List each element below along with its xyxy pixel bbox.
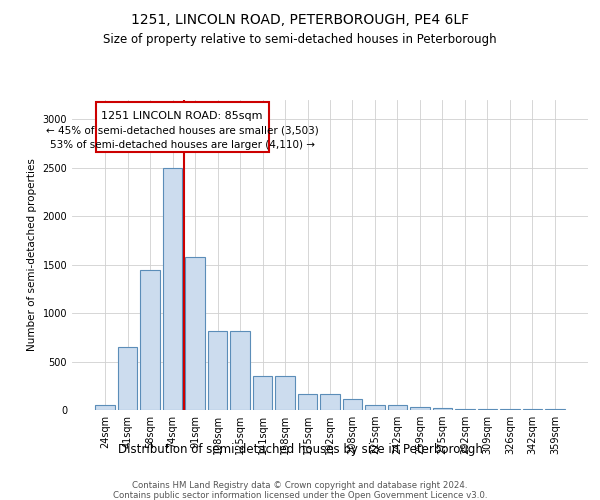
Bar	[433, 408, 452, 410]
Bar	[343, 400, 362, 410]
Bar	[500, 409, 520, 410]
Bar	[545, 409, 565, 410]
Bar	[140, 270, 160, 410]
Text: ← 45% of semi-detached houses are smaller (3,503): ← 45% of semi-detached houses are smalle…	[46, 126, 319, 136]
Text: 1251, LINCOLN ROAD, PETERBOROUGH, PE4 6LF: 1251, LINCOLN ROAD, PETERBOROUGH, PE4 6L…	[131, 12, 469, 26]
Bar	[118, 347, 137, 410]
Bar	[365, 404, 385, 410]
Bar	[185, 257, 205, 410]
Bar	[410, 407, 430, 410]
Bar	[163, 168, 182, 410]
Bar	[208, 330, 227, 410]
Bar	[478, 409, 497, 410]
Text: Contains public sector information licensed under the Open Government Licence v3: Contains public sector information licen…	[113, 491, 487, 500]
Text: 53% of semi-detached houses are larger (4,110) →: 53% of semi-detached houses are larger (…	[50, 140, 314, 149]
Text: Distribution of semi-detached houses by size in Peterborough: Distribution of semi-detached houses by …	[118, 442, 482, 456]
Bar	[275, 376, 295, 410]
Bar	[523, 409, 542, 410]
Bar	[253, 376, 272, 410]
Text: Contains HM Land Registry data © Crown copyright and database right 2024.: Contains HM Land Registry data © Crown c…	[132, 481, 468, 490]
Bar	[230, 330, 250, 410]
Y-axis label: Number of semi-detached properties: Number of semi-detached properties	[27, 158, 37, 352]
Text: 1251 LINCOLN ROAD: 85sqm: 1251 LINCOLN ROAD: 85sqm	[101, 111, 263, 121]
Bar	[298, 394, 317, 410]
FancyBboxPatch shape	[95, 102, 269, 152]
Bar	[388, 404, 407, 410]
Bar	[320, 394, 340, 410]
Bar	[455, 408, 475, 410]
Bar	[95, 405, 115, 410]
Text: Size of property relative to semi-detached houses in Peterborough: Size of property relative to semi-detach…	[103, 32, 497, 46]
